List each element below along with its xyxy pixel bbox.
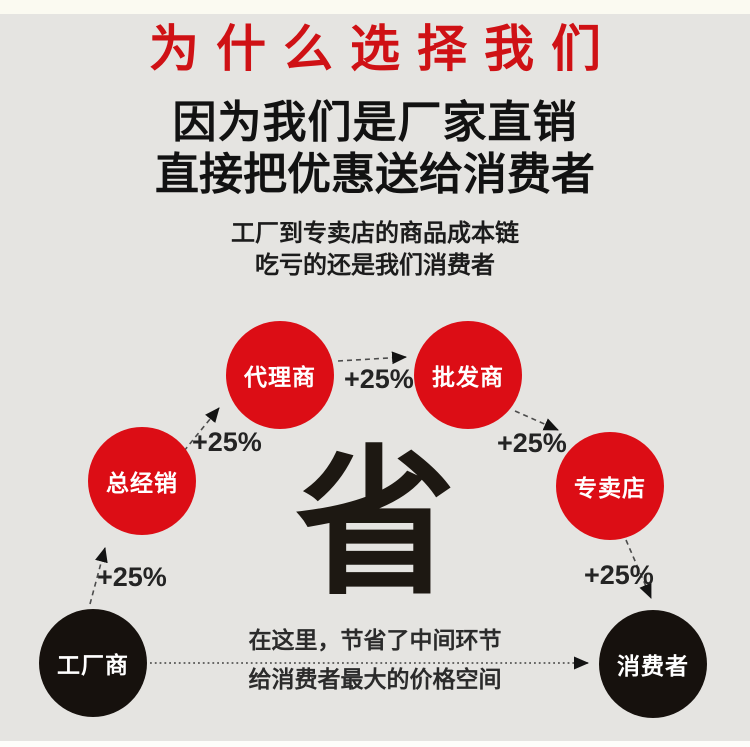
bottom-margin-bar [0,741,750,747]
subtext-line1: 工厂到专卖店的商品成本链 [231,220,519,247]
markup-label: +25% [192,427,262,457]
top-margin-bar [0,0,750,14]
node-label: 工厂商 [57,652,129,678]
node-factory: 工厂商 [39,609,147,717]
arrow-wholesaler-to-store [514,410,559,431]
node-wholesaler: 批发商 [414,321,522,429]
markup-label: +25% [344,364,414,394]
footnote-line1: 在这里，节省了中间环节 [248,627,502,653]
node-label: 批发商 [432,364,504,390]
page-title: 为什么选择我们 [149,21,618,77]
headline-line1: 因为我们是厂家直销 [172,98,578,147]
save-character: 省 [295,434,456,613]
arrow-factory-to-distributor [89,547,108,605]
arrow-store-to-consumer [625,539,652,599]
footnote-line2: 给消费者最大的价格空间 [248,666,502,692]
node-label: 消费者 [617,653,689,679]
node-agent: 代理商 [226,321,334,429]
node-general-distributor: 总经销 [88,427,196,535]
node-specialty-store: 专卖店 [556,432,664,540]
node-label: 总经销 [106,470,178,496]
node-consumer: 消费者 [599,610,707,718]
subtext-line2: 吃亏的还是我们消费者 [255,252,495,279]
arrow-distributor-to-agent [183,407,220,452]
node-label: 代理商 [244,364,316,390]
markup-label: +25% [497,428,567,458]
markup-label: +25% [584,560,654,590]
arrow-agent-to-wholesaler [337,351,407,365]
node-label: 专卖店 [574,475,646,501]
markup-label: +25% [97,562,167,592]
headline-line2: 直接把优惠送给消费者 [155,150,595,199]
